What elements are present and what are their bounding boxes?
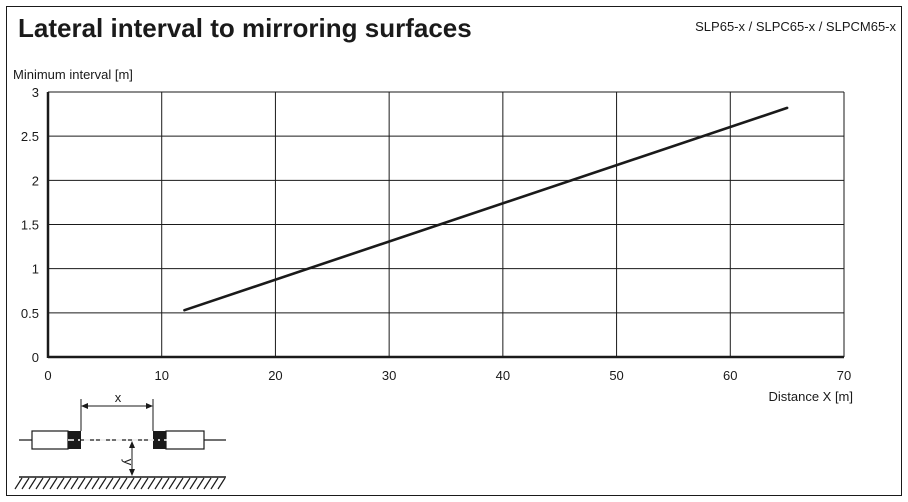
- hatch-line: [196, 477, 205, 490]
- hatch-line: [49, 477, 58, 490]
- tick-labels: 0 10 20 30 40 50 60 70 0 0.5 1 1.5 2 2.5 3: [21, 85, 851, 383]
- y-tick-label: 0.5: [21, 306, 39, 321]
- hatch-line: [161, 477, 170, 490]
- y-tick-label: 0: [32, 350, 39, 365]
- hatch-line: [189, 477, 198, 490]
- hatch-line: [28, 477, 37, 490]
- y-tick-label: 2.5: [21, 129, 39, 144]
- y-tick-label: 1: [32, 262, 39, 277]
- y-arrow-top: [129, 441, 135, 448]
- x-tick-label: 30: [382, 368, 396, 383]
- series-line: [183, 106, 789, 312]
- x-tick-label: 50: [609, 368, 623, 383]
- hatch-line: [126, 477, 135, 490]
- hatch-line: [70, 477, 79, 490]
- hatch-line: [21, 477, 30, 490]
- chart-grid: [47, 91, 845, 358]
- chart-series: [183, 106, 789, 312]
- x-dimension-label: x: [115, 390, 122, 405]
- y-axis-label: Minimum interval [m]: [13, 67, 133, 82]
- chart-axes: [46, 92, 844, 359]
- surface-hatching: [14, 477, 226, 490]
- hatch-line: [203, 477, 212, 490]
- hatch-line: [210, 477, 219, 490]
- chart-title: Lateral interval to mirroring surfaces: [18, 13, 472, 43]
- y-dimension-label: y: [121, 459, 136, 466]
- y-tick-label: 1.5: [21, 218, 39, 233]
- hatch-line: [98, 477, 107, 490]
- x-tick-label: 60: [723, 368, 737, 383]
- x-arrow-left: [81, 403, 88, 409]
- x-tick-label: 40: [496, 368, 510, 383]
- hatch-line: [35, 477, 44, 490]
- hatch-line: [77, 477, 86, 490]
- chart-subtitle: SLP65-x / SLPC65-x / SLPCM65-x: [695, 19, 896, 34]
- y-arrow-bottom: [129, 469, 135, 476]
- hatch-line: [182, 477, 191, 490]
- x-axis-label: Distance X [m]: [768, 389, 853, 404]
- hatch-line: [168, 477, 177, 490]
- hatch-line: [133, 477, 142, 490]
- hatch-line: [112, 477, 121, 490]
- figure-frame: [6, 6, 902, 496]
- hatch-line: [140, 477, 149, 490]
- y-tick-label: 3: [32, 85, 39, 100]
- hatch-line: [154, 477, 163, 490]
- x-tick-label: 70: [837, 368, 851, 383]
- x-tick-label: 0: [44, 368, 51, 383]
- hatch-line: [14, 477, 23, 490]
- hatch-line: [217, 477, 226, 490]
- x-tick-label: 10: [154, 368, 168, 383]
- hatch-line: [119, 477, 128, 490]
- hatch-line: [42, 477, 51, 490]
- hatch-line: [105, 477, 114, 490]
- hatch-line: [84, 477, 93, 490]
- hatch-line: [56, 477, 65, 490]
- hatch-line: [175, 477, 184, 490]
- hatch-line: [147, 477, 156, 490]
- x-tick-label: 20: [268, 368, 282, 383]
- x-arrow-right: [146, 403, 153, 409]
- hatch-line: [63, 477, 72, 490]
- left-sensor-lens: [68, 431, 81, 449]
- mounting-diagram: x y: [14, 390, 226, 490]
- hatch-line: [91, 477, 100, 490]
- y-tick-label: 2: [32, 173, 39, 188]
